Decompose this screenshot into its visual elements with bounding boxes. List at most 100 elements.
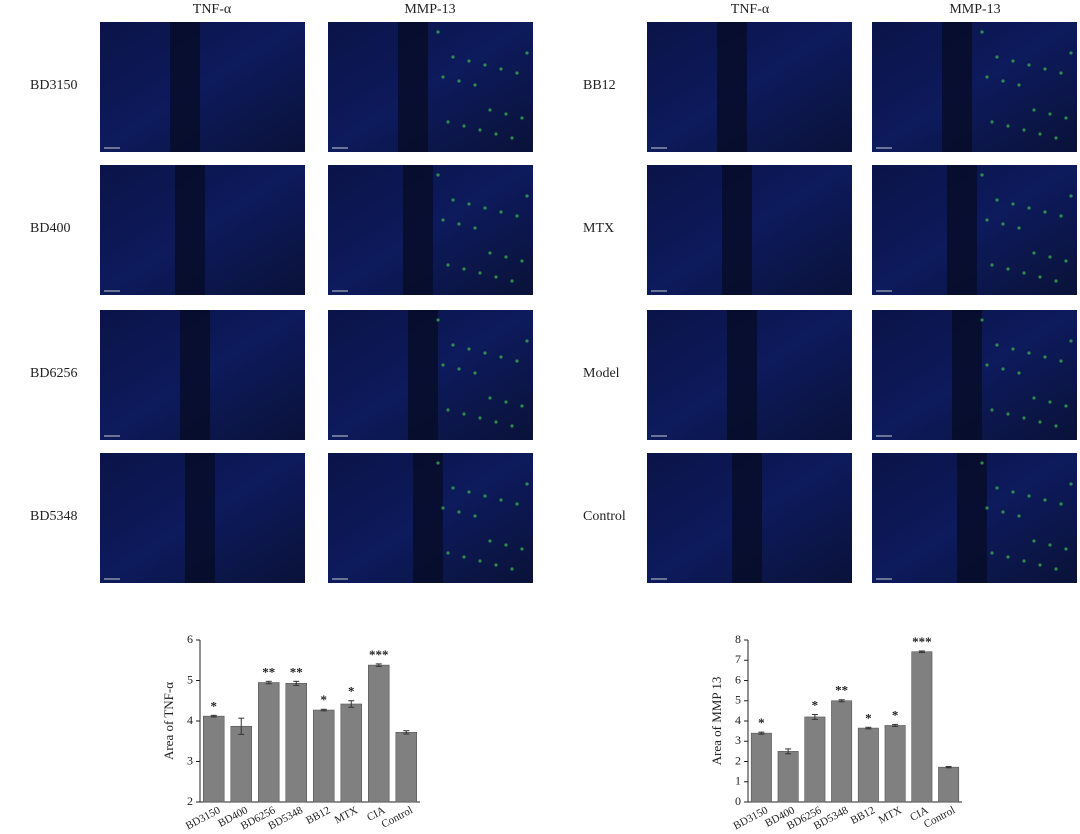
column-header: MMP-13 [949, 2, 1000, 17]
stain-spot [990, 263, 994, 267]
x-tick-label: MTX [876, 804, 903, 826]
stain-spot [441, 363, 445, 367]
stain-spot [510, 279, 514, 283]
y-tick-label: 5 [735, 693, 741, 707]
stain-spot [467, 347, 471, 351]
stain-spot [436, 461, 440, 465]
stain-spot [462, 267, 466, 271]
stain-spot [985, 363, 989, 367]
stain-spot [1069, 51, 1073, 55]
stain-spot [980, 461, 984, 465]
stain-spot [1011, 59, 1015, 63]
row-label: BD3150 [30, 78, 77, 93]
row-label: Model [583, 366, 620, 381]
stain-spot [1022, 271, 1026, 275]
bar [911, 651, 933, 803]
stain-spot [1032, 396, 1036, 400]
stain-spot [446, 263, 450, 267]
stain-spot [985, 506, 989, 510]
stain-spot [504, 543, 508, 547]
stain-spot [467, 202, 471, 206]
row-label: MTX [583, 221, 614, 236]
stain-spot [478, 416, 482, 420]
stain-spot [1069, 482, 1073, 486]
y-tick-label: 0 [735, 794, 741, 808]
stain-spot [462, 412, 466, 416]
stain-spot [1006, 124, 1010, 128]
stain-spot [483, 351, 487, 355]
stain-spot [1011, 490, 1015, 494]
significance: *** [369, 647, 389, 662]
stain-spot [525, 482, 529, 486]
stain-spot [1027, 494, 1031, 498]
stain-spot [1048, 543, 1052, 547]
y-tick-label: 2 [735, 753, 741, 767]
y-tick-label: 4 [735, 713, 741, 727]
significance: * [321, 692, 328, 707]
y-tick-label: 6 [735, 672, 741, 686]
stain-spot [1054, 279, 1058, 283]
stain-spot [520, 547, 524, 551]
stain-spot [510, 424, 514, 428]
y-tick-label: 6 [187, 632, 193, 646]
bar [340, 703, 362, 803]
stain-spot [1038, 563, 1042, 567]
stain-spot [436, 318, 440, 322]
stain-spot [504, 255, 508, 259]
stain-spot [1006, 412, 1010, 416]
stain-spot [457, 367, 461, 371]
stain-spot [462, 124, 466, 128]
row-label: BB12 [583, 78, 616, 93]
stain-spot [995, 343, 999, 347]
stain-spot [515, 359, 519, 363]
stain-spot [1001, 367, 1005, 371]
stain-spot [1064, 404, 1068, 408]
stain-spot [1064, 259, 1068, 263]
stain-spot [483, 63, 487, 67]
significance: ** [835, 683, 848, 698]
stain-spot [980, 318, 984, 322]
tissue-gap [942, 22, 972, 152]
stain-spot [473, 226, 477, 230]
significance: ** [290, 664, 303, 679]
x-tick-label: MTX [333, 804, 360, 826]
stain-spot [473, 371, 477, 375]
stain-spot [1069, 339, 1073, 343]
stain-spot [985, 75, 989, 79]
stain-spot [446, 551, 450, 555]
stain-spot [457, 510, 461, 514]
significance: *** [912, 634, 932, 649]
stain-spot [995, 198, 999, 202]
bar [203, 715, 225, 803]
x-tick-label: Control [380, 804, 415, 830]
bar [285, 683, 307, 803]
stain-spot [1032, 251, 1036, 255]
tissue-gap [952, 310, 982, 440]
y-tick-label: 3 [735, 733, 741, 747]
stain-spot [1022, 559, 1026, 563]
stain-spot [525, 339, 529, 343]
tissue-gap [957, 453, 987, 583]
stain-spot [1043, 355, 1047, 359]
stain-spot [1064, 547, 1068, 551]
stain-spot [995, 55, 999, 59]
bar [938, 766, 960, 803]
micrograph [872, 22, 1077, 152]
stain-spot [473, 83, 477, 87]
y-tick-label: 2 [187, 794, 193, 808]
stain-spot [1059, 502, 1063, 506]
stain-spot [1048, 255, 1052, 259]
tissue-gap [408, 310, 438, 440]
stain-spot [451, 198, 455, 202]
stain-spot [520, 404, 524, 408]
stain-spot [1054, 136, 1058, 140]
tissue-gap [413, 453, 443, 583]
stain-spot [441, 75, 445, 79]
tissue-gap [403, 165, 433, 295]
x-tick-label: Control [922, 804, 957, 830]
bar [230, 725, 253, 803]
bar [777, 751, 799, 803]
stain-spot [457, 222, 461, 226]
significance: ** [262, 664, 275, 679]
